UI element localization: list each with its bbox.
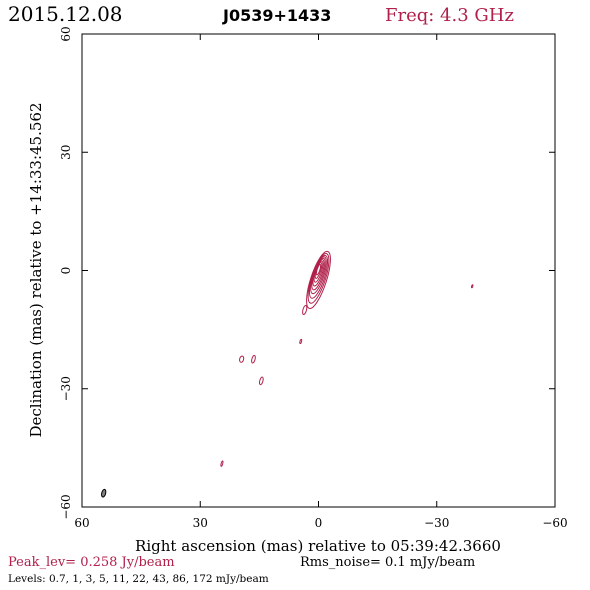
x-tick-label-2: 0 <box>315 516 323 530</box>
component-contour-1 <box>299 338 303 345</box>
y-axis-label: Declination (mas) relative to +14:33:45.… <box>27 102 45 437</box>
x-tick-label-4: −60 <box>542 516 567 530</box>
axis-ticks <box>81 33 556 508</box>
x-tick-label-1: 30 <box>193 516 208 530</box>
source-name: J0539+1433 <box>222 6 331 25</box>
component-contour-6 <box>471 284 474 289</box>
y-tick-label-3: 30 <box>59 145 73 160</box>
core-contour-8 <box>315 263 322 276</box>
component-contour-4 <box>259 376 264 386</box>
restoring-beam <box>101 488 107 498</box>
core-contour-0 <box>306 250 331 310</box>
contour-layer <box>220 250 474 467</box>
peak-level: Peak_lev= 0.258 Jy/beam <box>8 555 175 570</box>
beam-layer <box>101 488 107 498</box>
y-tick-labels: −60 −30 0 30 60 <box>59 26 73 519</box>
x-tick-label-3: −30 <box>424 516 449 530</box>
rms-noise: Rms_noise= 0.1 mJy/beam <box>300 555 475 570</box>
component-contour-0 <box>302 304 308 316</box>
x-axis-label: Right ascension (mas) relative to 05:39:… <box>135 537 501 555</box>
y-tick-label-0: −60 <box>59 494 73 519</box>
component-contour-3 <box>251 354 256 364</box>
y-tick-label-2: 0 <box>59 267 73 275</box>
y-tick-label-4: 60 <box>59 26 73 41</box>
component-contour-2 <box>239 355 245 363</box>
observation-date: 2015.12.08 <box>8 2 123 26</box>
plot-frame <box>81 33 556 508</box>
contour-levels-legend: Levels: 0.7, 1, 3, 5, 11, 22, 43, 86, 17… <box>8 573 269 585</box>
core-contour-7 <box>314 262 323 279</box>
frequency-label: Freq: 4.3 GHz <box>385 5 514 26</box>
y-tick-label-1: −30 <box>59 376 73 401</box>
x-tick-label-0: 60 <box>74 516 89 530</box>
component-contour-5 <box>220 460 224 467</box>
x-tick-labels: 60 30 0 −30 −60 <box>74 516 567 530</box>
